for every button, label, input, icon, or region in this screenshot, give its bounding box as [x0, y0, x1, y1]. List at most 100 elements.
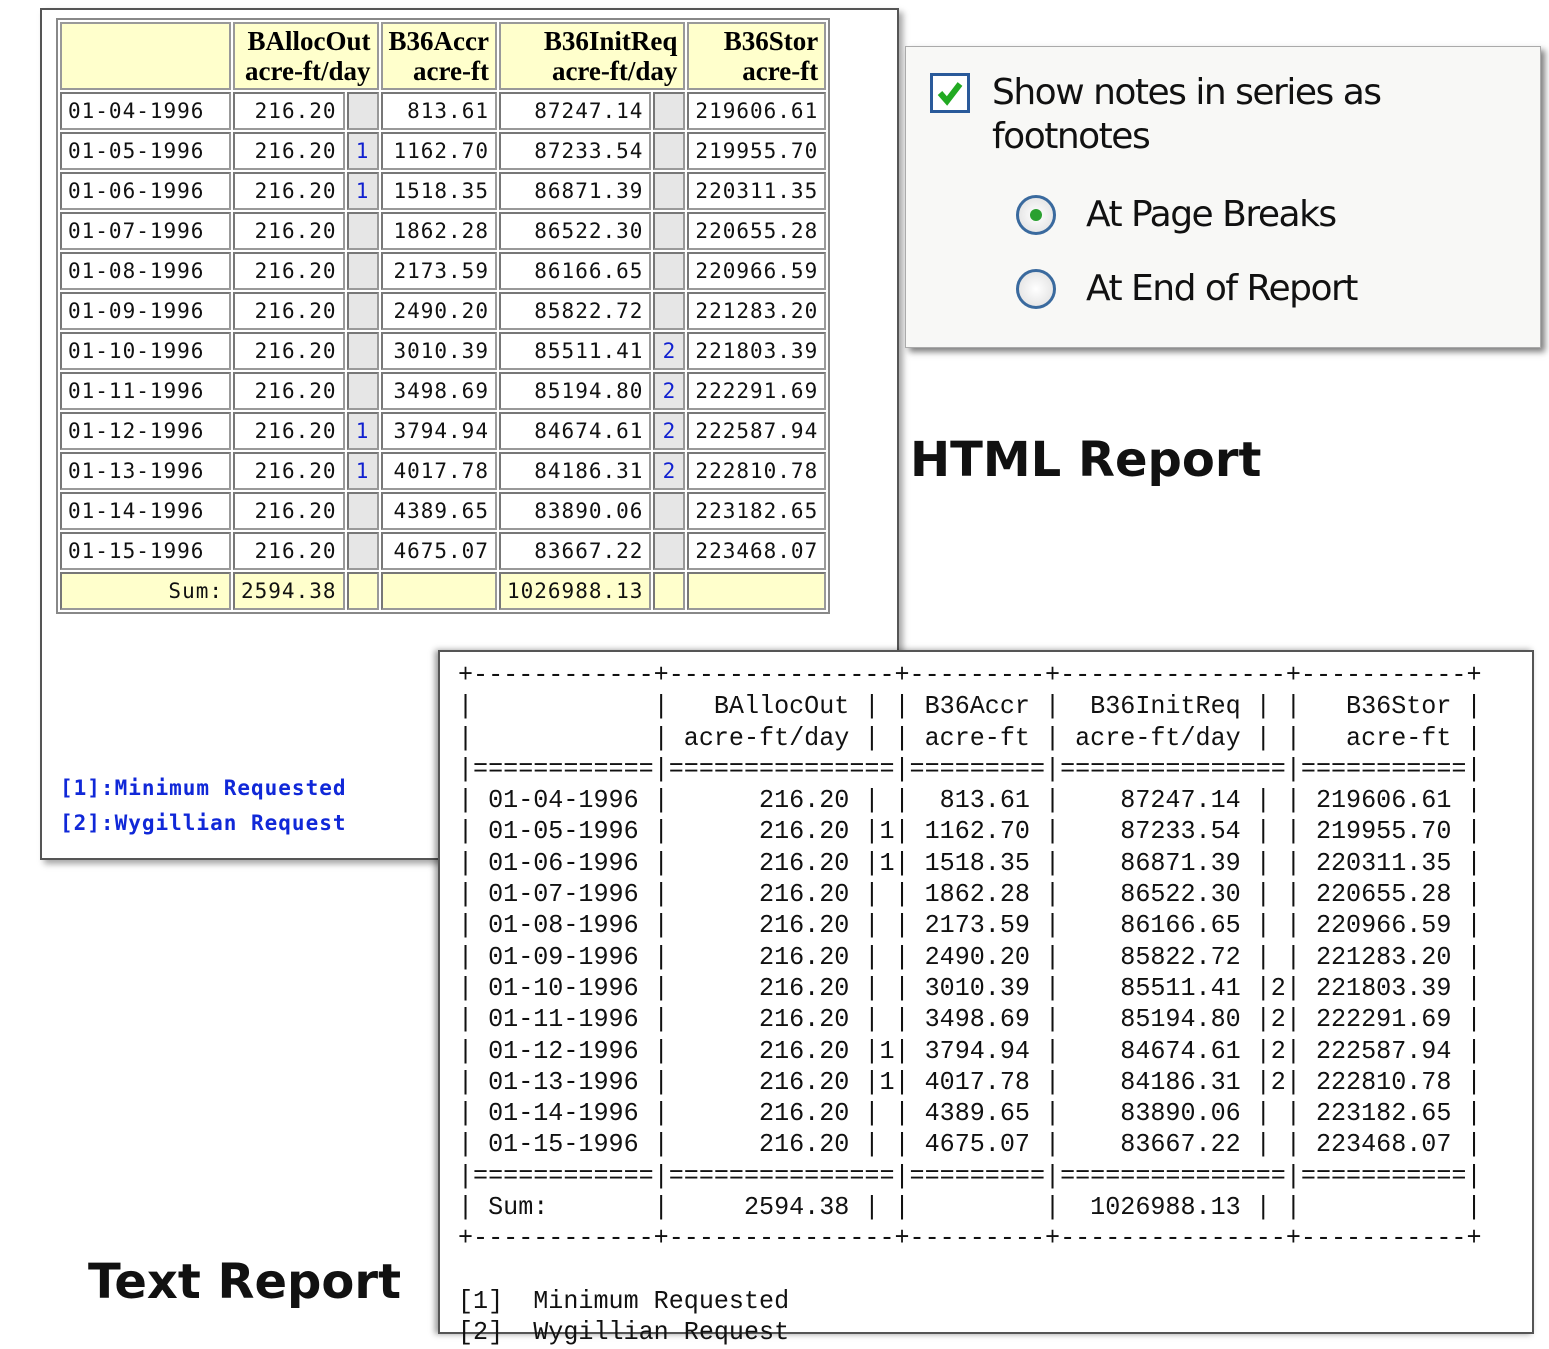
html-report-caption: HTML Report	[910, 432, 1262, 488]
header-balloc-unit: acre-ft/day	[245, 56, 371, 86]
show-notes-checkbox-row[interactable]: Show notes in series as footnotes	[930, 71, 1520, 159]
accr-cell: 2490.20	[380, 292, 497, 330]
show-notes-checkbox[interactable]	[930, 73, 970, 113]
date-cell: 01-06-1996	[60, 172, 231, 210]
date-cell: 01-12-1996	[60, 412, 231, 450]
note-cell: 2	[653, 412, 686, 450]
date-cell: 01-07-1996	[60, 212, 231, 250]
stor-cell: 223468.07	[687, 532, 827, 570]
radio-page-breaks-label: At Page Breaks	[1086, 194, 1337, 235]
note-cell: 1	[346, 172, 379, 210]
sum-accr	[380, 572, 497, 610]
balloc-cell: 216.20	[233, 292, 345, 330]
initreq-cell: 83667.22	[498, 532, 652, 570]
date-cell: 01-13-1996	[60, 452, 231, 490]
header-accr: B36Accr acre-ft	[380, 22, 497, 90]
date-cell: 01-15-1996	[60, 532, 231, 570]
header-accr-unit: acre-ft	[413, 56, 489, 86]
html-report-panel: BAllocOut acre-ft/day B36Accr acre-ft B36I…	[40, 8, 899, 860]
table-row: 01-14-1996 216.20 4389.65 83890.06 223182.65	[60, 492, 827, 530]
note-cell	[653, 92, 686, 130]
text-report-panel: +------------+---------------+---------+…	[438, 650, 1534, 1347]
checkmark-icon	[937, 82, 963, 106]
balloc-cell: 216.20	[233, 332, 345, 370]
stor-cell: 220655.28	[687, 212, 827, 250]
radio-page-breaks[interactable]	[1016, 195, 1056, 235]
table-row: 01-06-1996 216.20 1 1518.35 86871.39 220311.3…	[60, 172, 827, 210]
date-cell: 01-14-1996	[60, 492, 231, 530]
show-notes-label: Show notes in series as footnotes	[992, 72, 1382, 157]
stor-cell: 222291.69	[687, 372, 827, 410]
stor-cell: 220966.59	[687, 252, 827, 290]
initreq-cell: 85822.72	[498, 292, 652, 330]
balloc-cell: 216.20	[233, 92, 345, 130]
balloc-cell: 216.20	[233, 212, 345, 250]
date-cell: 01-08-1996	[60, 252, 231, 290]
note-cell	[653, 212, 686, 250]
radio-end-of-report-label: At End of Report	[1086, 268, 1358, 309]
note-cell	[346, 372, 379, 410]
radio-selected-dot-icon	[1030, 209, 1042, 221]
initreq-cell: 86871.39	[498, 172, 652, 210]
header-initreq-name: B36InitReq	[543, 26, 678, 56]
header-stor: B36Stor acre-ft	[687, 22, 827, 90]
note-cell	[653, 572, 686, 610]
header-balloc-name: BAllocOut	[247, 26, 371, 56]
initreq-cell: 84186.31	[498, 452, 652, 490]
note-cell	[346, 212, 379, 250]
note-cell	[346, 332, 379, 370]
note-cell: 1	[346, 412, 379, 450]
accr-cell: 3794.94	[380, 412, 497, 450]
note-cell: 2	[653, 372, 686, 410]
initreq-cell: 85194.80	[498, 372, 652, 410]
footnote-options-panel: Show notes in series as footnotes At Pag…	[905, 46, 1541, 348]
table-row: 01-09-1996 216.20 2490.20 85822.72 221283.20	[60, 292, 827, 330]
note-cell	[346, 532, 379, 570]
note-cell: 2	[653, 332, 686, 370]
header-accr-name: B36Accr	[388, 26, 489, 56]
sum-label: Sum:	[60, 572, 231, 610]
header-initreq-unit: acre-ft/day	[551, 56, 678, 86]
accr-cell: 1162.70	[380, 132, 497, 170]
radio-page-breaks-row[interactable]: At Page Breaks	[1016, 193, 1337, 237]
note-cell	[653, 132, 686, 170]
sum-balloc: 2594.38	[233, 572, 345, 610]
stor-cell: 219955.70	[687, 132, 827, 170]
note-cell	[346, 572, 379, 610]
date-cell: 01-05-1996	[60, 132, 231, 170]
note-cell	[653, 492, 686, 530]
balloc-cell: 216.20	[233, 172, 345, 210]
note-cell	[653, 172, 686, 210]
initreq-cell: 84674.61	[498, 412, 652, 450]
balloc-cell: 216.20	[233, 252, 345, 290]
initreq-cell: 86166.65	[498, 252, 652, 290]
radio-end-of-report-row[interactable]: At End of Report	[1016, 267, 1358, 311]
balloc-cell: 216.20	[233, 532, 345, 570]
table-row: 01-15-1996 216.20 4675.07 83667.22 223468.07	[60, 532, 827, 570]
table-header-row: BAllocOut acre-ft/day B36Accr acre-ft B36I…	[60, 22, 827, 90]
stor-cell: 219606.61	[687, 92, 827, 130]
table-row: 01-04-1996 216.20 813.61 87247.14 219606.61	[60, 92, 827, 130]
header-date	[60, 22, 231, 90]
initreq-cell: 87233.54	[498, 132, 652, 170]
accr-cell: 3498.69	[380, 372, 497, 410]
balloc-cell: 216.20	[233, 132, 345, 170]
sum-stor	[687, 572, 827, 610]
radio-end-of-report[interactable]	[1016, 269, 1056, 309]
balloc-cell: 216.20	[233, 412, 345, 450]
balloc-cell: 216.20	[233, 452, 345, 490]
accr-cell: 2173.59	[380, 252, 497, 290]
stor-cell: 222810.78	[687, 452, 827, 490]
stor-cell: 221803.39	[687, 332, 827, 370]
text-report-body: +------------+---------------+---------+…	[458, 661, 1482, 1348]
note-cell: 1	[346, 132, 379, 170]
sum-initreq: 1026988.13	[498, 572, 652, 610]
note-cell: 2	[653, 452, 686, 490]
note-cell	[653, 292, 686, 330]
sum-row: Sum: 2594.38 1026988.13	[60, 572, 827, 610]
balloc-cell: 216.20	[233, 372, 345, 410]
stor-cell: 221283.20	[687, 292, 827, 330]
accr-cell: 4675.07	[380, 532, 497, 570]
stor-cell: 223182.65	[687, 492, 827, 530]
accr-cell: 4017.78	[380, 452, 497, 490]
